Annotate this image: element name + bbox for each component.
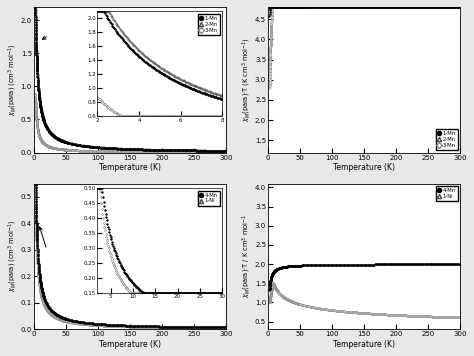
Legend: 4-Mn, 1-Ni: 4-Mn, 1-Ni	[436, 186, 458, 201]
Legend: 1-Mn, 2-Mn, 3-Mn: 1-Mn, 2-Mn, 3-Mn	[436, 129, 458, 150]
Y-axis label: $\chi_M$(para)$\cdot$T (K cm$^3$ mol$^{-1}$): $\chi_M$(para)$\cdot$T (K cm$^3$ mol$^{-…	[241, 37, 254, 122]
X-axis label: Temperature (K): Temperature (K)	[333, 163, 395, 172]
Y-axis label: $\chi_M$(para)$\cdot$T / K cm$^3$ mol$^{-1}$: $\chi_M$(para)$\cdot$T / K cm$^3$ mol$^{…	[241, 214, 254, 298]
X-axis label: Temperature (K): Temperature (K)	[333, 340, 395, 349]
Y-axis label: $\chi_M$(para) (cm$^3$ mol$^{-1}$): $\chi_M$(para) (cm$^3$ mol$^{-1}$)	[7, 220, 19, 293]
Y-axis label: $\chi_M$(para) (cm$^3$ mol$^{-1}$): $\chi_M$(para) (cm$^3$ mol$^{-1}$)	[7, 44, 19, 116]
X-axis label: Temperature (K): Temperature (K)	[99, 163, 161, 172]
X-axis label: Temperature (K): Temperature (K)	[99, 340, 161, 349]
